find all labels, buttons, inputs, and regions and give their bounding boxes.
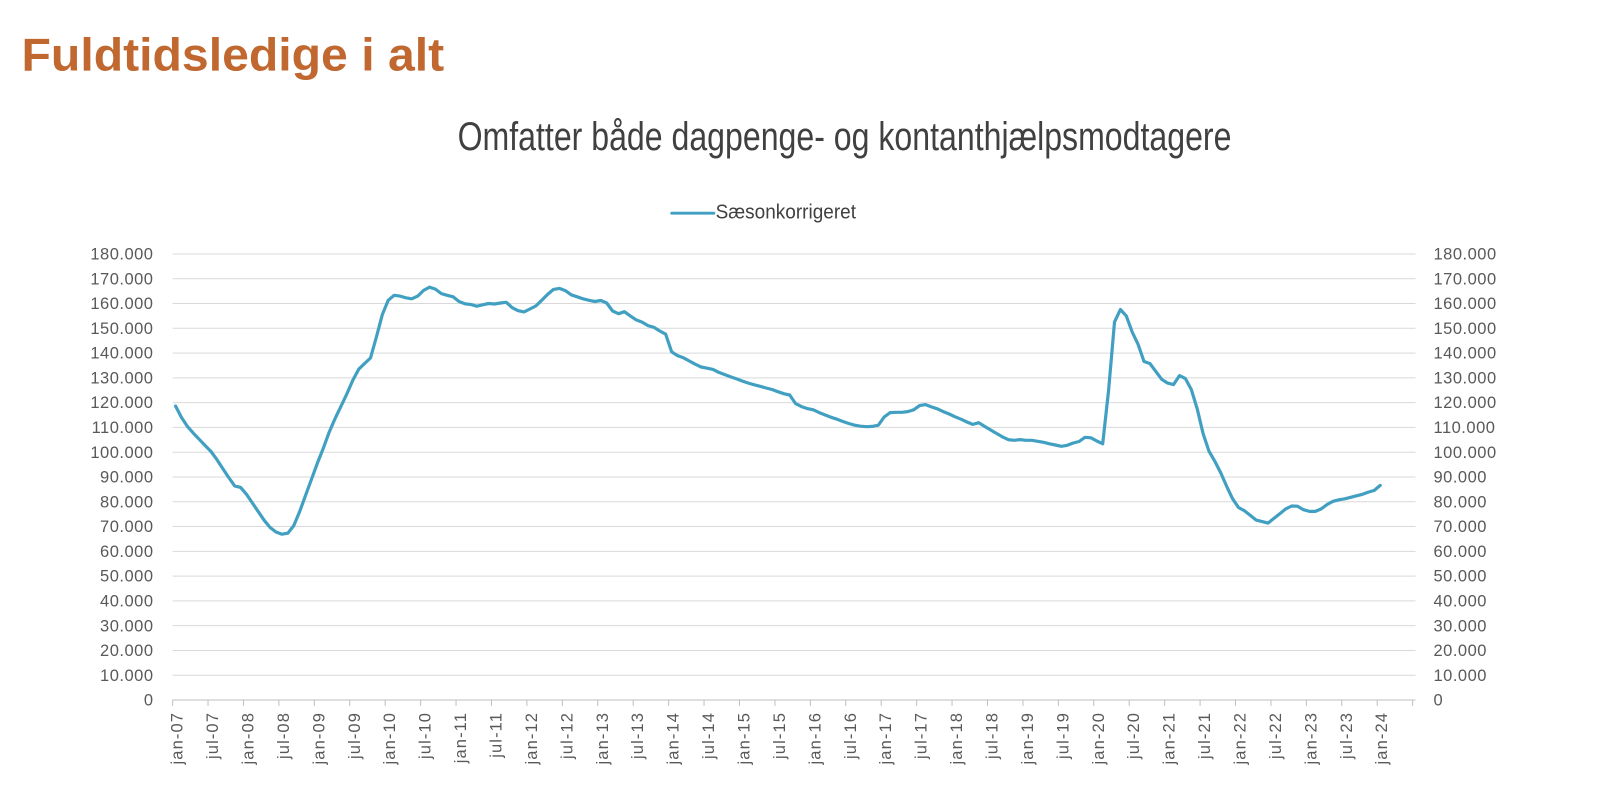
svg-text:170.000: 170.000 xyxy=(90,270,153,288)
svg-text:30.000: 30.000 xyxy=(100,617,153,635)
svg-text:jul-20: jul-20 xyxy=(1125,712,1143,760)
svg-text:40.000: 40.000 xyxy=(1434,592,1487,610)
svg-text:jan-15: jan-15 xyxy=(735,712,753,765)
svg-text:jul-07: jul-07 xyxy=(204,712,222,760)
svg-text:80.000: 80.000 xyxy=(1434,493,1487,511)
svg-text:jul-21: jul-21 xyxy=(1196,712,1214,760)
svg-text:160.000: 160.000 xyxy=(90,295,153,313)
svg-text:jan-20: jan-20 xyxy=(1090,712,1108,765)
svg-text:110.000: 110.000 xyxy=(92,419,154,437)
svg-text:jul-12: jul-12 xyxy=(558,712,576,760)
svg-text:jul-09: jul-09 xyxy=(346,712,364,760)
svg-text:10.000: 10.000 xyxy=(1434,667,1487,685)
svg-text:180.000: 180.000 xyxy=(1434,246,1497,264)
svg-text:jul-22: jul-22 xyxy=(1267,712,1285,760)
svg-text:50.000: 50.000 xyxy=(100,568,153,586)
svg-text:jan-08: jan-08 xyxy=(239,712,257,765)
svg-text:20.000: 20.000 xyxy=(1434,642,1487,660)
svg-text:jan-21: jan-21 xyxy=(1161,712,1179,765)
svg-text:jul-18: jul-18 xyxy=(983,712,1001,760)
svg-text:60.000: 60.000 xyxy=(1434,543,1487,561)
svg-text:jul-14: jul-14 xyxy=(700,712,718,760)
svg-text:70.000: 70.000 xyxy=(1434,518,1487,536)
svg-text:180.000: 180.000 xyxy=(90,246,153,264)
svg-text:150.000: 150.000 xyxy=(1434,320,1497,338)
svg-text:jul-11: jul-11 xyxy=(487,712,505,759)
svg-text:jan-09: jan-09 xyxy=(310,712,328,765)
svg-text:90.000: 90.000 xyxy=(100,469,153,487)
svg-text:130.000: 130.000 xyxy=(90,369,153,387)
svg-text:90.000: 90.000 xyxy=(1434,469,1487,487)
svg-text:130.000: 130.000 xyxy=(1434,369,1497,387)
svg-text:0: 0 xyxy=(1434,692,1444,710)
svg-text:jan-07: jan-07 xyxy=(169,712,187,765)
svg-text:jul-15: jul-15 xyxy=(771,712,789,760)
svg-text:jul-19: jul-19 xyxy=(1054,712,1072,760)
svg-text:jul-08: jul-08 xyxy=(275,712,293,760)
svg-text:jan-22: jan-22 xyxy=(1232,712,1250,765)
svg-text:jan-16: jan-16 xyxy=(806,712,824,765)
svg-text:140.000: 140.000 xyxy=(1434,345,1497,363)
svg-text:110.000: 110.000 xyxy=(1434,419,1496,437)
svg-text:jan-10: jan-10 xyxy=(381,712,399,765)
svg-text:jul-16: jul-16 xyxy=(842,712,860,760)
svg-text:30.000: 30.000 xyxy=(1434,617,1487,635)
svg-text:jul-23: jul-23 xyxy=(1338,712,1356,760)
svg-text:jan-19: jan-19 xyxy=(1019,712,1037,765)
svg-text:120.000: 120.000 xyxy=(1434,394,1497,412)
svg-text:150.000: 150.000 xyxy=(90,320,153,338)
svg-text:jan-11: jan-11 xyxy=(452,712,470,764)
svg-text:50.000: 50.000 xyxy=(1434,568,1487,586)
svg-text:jan-12: jan-12 xyxy=(523,712,541,765)
svg-text:jul-10: jul-10 xyxy=(417,712,435,760)
svg-text:jan-14: jan-14 xyxy=(665,712,683,765)
svg-text:Sæsonkorrigeret: Sæsonkorrigeret xyxy=(716,201,857,224)
svg-text:0: 0 xyxy=(144,692,154,710)
svg-text:jan-18: jan-18 xyxy=(948,712,966,765)
svg-text:jul-13: jul-13 xyxy=(629,712,647,760)
svg-text:40.000: 40.000 xyxy=(100,592,153,610)
svg-text:jan-24: jan-24 xyxy=(1373,712,1391,765)
svg-text:Omfatter både dagpenge- og kon: Omfatter både dagpenge- og kontanthjælps… xyxy=(458,114,1232,159)
svg-text:60.000: 60.000 xyxy=(100,543,153,561)
svg-text:140.000: 140.000 xyxy=(90,345,153,363)
svg-text:100.000: 100.000 xyxy=(1434,444,1497,462)
svg-text:160.000: 160.000 xyxy=(1434,295,1497,313)
svg-text:jan-23: jan-23 xyxy=(1302,712,1320,765)
svg-text:100.000: 100.000 xyxy=(90,444,153,462)
svg-text:70.000: 70.000 xyxy=(100,518,153,536)
svg-text:Fuldtidsledige i alt: Fuldtidsledige i alt xyxy=(22,28,445,80)
svg-text:jan-13: jan-13 xyxy=(594,712,612,765)
svg-text:10.000: 10.000 xyxy=(100,667,153,685)
svg-text:20.000: 20.000 xyxy=(100,642,153,660)
svg-text:jan-17: jan-17 xyxy=(877,712,895,765)
svg-text:120.000: 120.000 xyxy=(90,394,153,412)
svg-text:jul-17: jul-17 xyxy=(913,712,931,760)
svg-text:80.000: 80.000 xyxy=(100,493,153,511)
svg-text:170.000: 170.000 xyxy=(1434,270,1497,288)
